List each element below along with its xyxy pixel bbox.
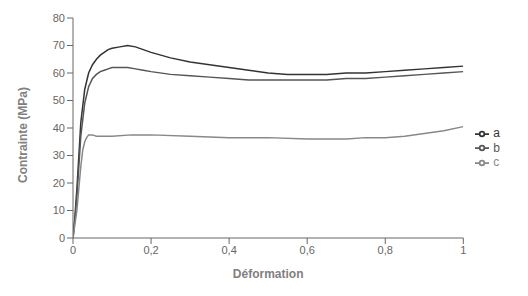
svg-text:80: 80 <box>53 12 65 24</box>
svg-text:50: 50 <box>53 94 65 106</box>
svg-text:0: 0 <box>70 244 76 256</box>
svg-text:Contrainte (MPa): Contrainte (MPa) <box>16 87 30 183</box>
svg-text:0,8: 0,8 <box>378 244 393 256</box>
svg-text:Déformation: Déformation <box>233 267 304 281</box>
svg-text:0: 0 <box>59 232 65 244</box>
html-text:c: c <box>493 155 500 170</box>
svg-text:70: 70 <box>53 39 65 51</box>
html-text:a: a <box>493 125 500 140</box>
svg-text:10: 10 <box>53 204 65 216</box>
svg-text:0,6: 0,6 <box>300 244 315 256</box>
svg-text:30: 30 <box>53 149 65 161</box>
svg-text:60: 60 <box>53 67 65 79</box>
svg-text:40: 40 <box>53 122 65 134</box>
svg-text:0,4: 0,4 <box>221 244 236 256</box>
svg-text:0,2: 0,2 <box>143 244 158 256</box>
html-text:b: b <box>493 140 500 155</box>
svg-text:1: 1 <box>460 244 466 256</box>
svg-text:20: 20 <box>53 177 65 189</box>
